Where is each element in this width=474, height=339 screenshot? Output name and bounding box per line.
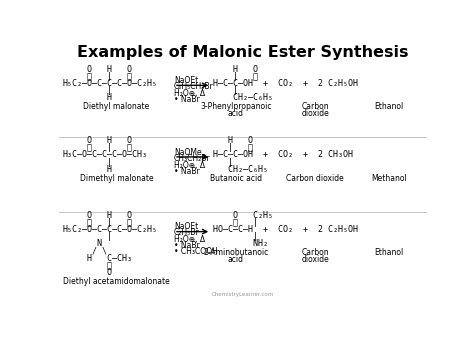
- Text: Carbon: Carbon: [301, 102, 329, 111]
- Text: Butanoic acid: Butanoic acid: [210, 174, 262, 182]
- Text: dioxide: dioxide: [301, 255, 329, 264]
- Text: H–C–C–OH  +  CO₂  +  2 C₂H₅OH: H–C–C–OH + CO₂ + 2 C₂H₅OH: [213, 79, 358, 88]
- Text: Examples of Malonic Ester Synthesis: Examples of Malonic Ester Synthesis: [77, 45, 409, 60]
- Text: O   H   O: O H O: [63, 211, 132, 220]
- Text: H: H: [63, 165, 112, 174]
- Text: dioxide: dioxide: [301, 109, 329, 118]
- Text: ∥   |   ∥: ∥ | ∥: [63, 72, 132, 81]
- Text: HO–C–C–H  +  CO₂  +  2 C₂H₅OH: HO–C–C–H + CO₂ + 2 C₂H₅OH: [213, 225, 358, 234]
- Text: H₃C–O–C–C–C–O–CH₃: H₃C–O–C–C–C–O–CH₃: [63, 151, 147, 159]
- Text: acid: acid: [228, 255, 244, 264]
- Text: Carbon dioxide: Carbon dioxide: [286, 174, 344, 182]
- Text: H₅C₂–O–C–C–C–O–C₂H₅: H₅C₂–O–C–C–C–O–C₂H₅: [63, 225, 157, 234]
- Text: • NaBr: • NaBr: [174, 95, 200, 104]
- Text: H₂O⊕, Δ: H₂O⊕, Δ: [174, 89, 205, 98]
- Text: ∥   |: ∥ |: [213, 218, 258, 227]
- Text: |: |: [63, 232, 112, 241]
- Text: H₂O⊕, Δ: H₂O⊕, Δ: [174, 235, 205, 244]
- Text: H₅C₂–O–C–C–C–O–C₂H₅: H₅C₂–O–C–C–C–O–C₂H₅: [63, 79, 157, 88]
- Text: O   C₂H₅: O C₂H₅: [213, 211, 273, 220]
- Text: Diethyl acetamidomalonate: Diethyl acetamidomalonate: [63, 277, 170, 286]
- Text: ∥   |   ∥: ∥ | ∥: [63, 218, 132, 227]
- Text: NaOEt: NaOEt: [174, 222, 198, 231]
- Text: NaOMe: NaOMe: [174, 147, 201, 157]
- Text: • NaBr: • NaBr: [174, 166, 200, 176]
- Text: |   ∥: | ∥: [213, 72, 258, 81]
- Text: Ethanol: Ethanol: [374, 248, 403, 257]
- Text: Carbon: Carbon: [301, 248, 329, 257]
- Text: |: |: [63, 86, 112, 95]
- Text: NaOEt: NaOEt: [174, 76, 198, 85]
- Text: NH₂: NH₂: [213, 239, 268, 248]
- Text: N: N: [63, 239, 102, 248]
- Text: O   H   O: O H O: [63, 64, 132, 74]
- Text: H   O: H O: [213, 136, 253, 145]
- Text: Diethyl malonate: Diethyl malonate: [83, 102, 150, 111]
- Text: • CH₃COOH: • CH₃COOH: [174, 247, 218, 256]
- Text: H   C–CH₃: H C–CH₃: [63, 254, 132, 263]
- Text: / \: / \: [63, 247, 107, 256]
- Text: |: |: [63, 158, 112, 167]
- Text: C₂H₅Br: C₂H₅Br: [174, 228, 200, 237]
- Text: CH₃CH₂Br: CH₃CH₂Br: [174, 154, 210, 163]
- Text: C₆H₅CH₂Br: C₆H₅CH₂Br: [174, 82, 214, 91]
- Text: Dimethyl malonate: Dimethyl malonate: [80, 174, 154, 182]
- Text: Ethanol: Ethanol: [374, 102, 403, 111]
- Text: ∥   |   ∥: ∥ | ∥: [63, 143, 132, 152]
- Text: 2-Aminobutanoic: 2-Aminobutanoic: [203, 248, 269, 257]
- Text: • NaBr: • NaBr: [174, 241, 200, 250]
- Text: Methanol: Methanol: [371, 174, 407, 182]
- Text: ∥: ∥: [63, 261, 112, 270]
- Text: O: O: [63, 268, 112, 277]
- Text: O   H   O: O H O: [63, 136, 132, 145]
- Text: CH₂–C₆H₅: CH₂–C₆H₅: [213, 93, 273, 102]
- Text: 3-Phenylpropanoic: 3-Phenylpropanoic: [200, 102, 272, 111]
- Text: |: |: [213, 158, 233, 167]
- Text: H: H: [63, 93, 112, 102]
- Text: |: |: [213, 86, 237, 95]
- Text: CH₂–C₆H₅: CH₂–C₆H₅: [213, 165, 268, 174]
- Text: |: |: [213, 232, 258, 241]
- Text: acid: acid: [228, 109, 244, 118]
- Text: |   ∥: | ∥: [213, 143, 253, 152]
- Text: H   O: H O: [213, 64, 258, 74]
- Text: H₂O⊕, Δ: H₂O⊕, Δ: [174, 160, 205, 170]
- Text: H–C–C–OH  +  CO₂  +  2 CH₃OH: H–C–C–OH + CO₂ + 2 CH₃OH: [213, 151, 353, 159]
- Text: ChemistryLearner.com: ChemistryLearner.com: [212, 292, 274, 297]
